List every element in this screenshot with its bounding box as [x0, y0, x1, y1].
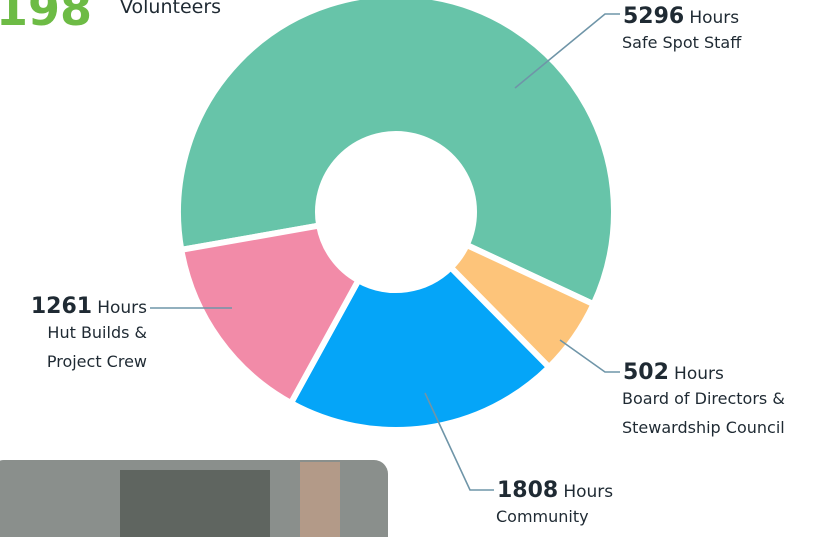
leader-lines: [150, 13, 620, 491]
leader-line: [424, 392, 494, 491]
unit: Hours: [689, 8, 740, 28]
category-label: Safe Spot Staff: [622, 33, 742, 52]
donut-slice: [175, 0, 617, 309]
value-label: 5296 Hours: [623, 6, 739, 28]
value: 1808: [497, 478, 559, 503]
unit: Hours: [563, 482, 614, 502]
value: 502: [623, 360, 669, 385]
category-label: Board of Directors & Stewardship Council: [622, 389, 785, 437]
volunteer-label: Volunteers: [120, 0, 222, 18]
donut-slice: [177, 222, 363, 408]
value-label: 1261 Hours: [31, 296, 147, 318]
unit: Hours: [674, 364, 724, 384]
leader-line: [514, 13, 620, 89]
photo-detail: [120, 470, 270, 537]
leader-line: [559, 339, 620, 373]
unit: Hours: [97, 298, 147, 318]
value: 1261: [30, 294, 93, 319]
value-label: 502 Hours: [623, 362, 724, 384]
photo-detail: [300, 462, 340, 537]
value-label: 1808 Hours: [497, 480, 613, 502]
donut-slice: [286, 263, 554, 433]
category-label: Community: [496, 507, 589, 526]
volunteer-count: 198: [0, 0, 93, 36]
category-label: Hut Builds & Project Crew: [46, 323, 147, 371]
value: 5296: [623, 4, 685, 29]
